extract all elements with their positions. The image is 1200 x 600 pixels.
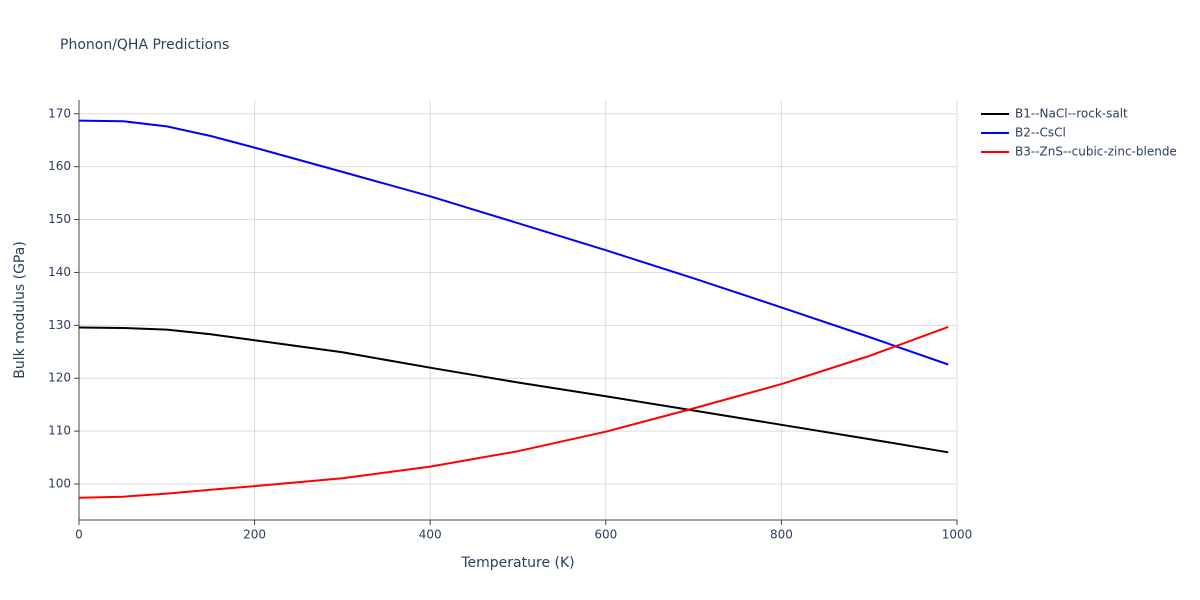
x-tick-label: 1000 xyxy=(942,528,973,542)
x-tick-label: 0 xyxy=(75,528,83,542)
legend-label: B2--CsCl xyxy=(1015,126,1066,140)
y-axis-title: Bulk modulus (GPa) xyxy=(12,241,28,379)
y-tick-label: 150 xyxy=(48,212,71,226)
y-tick-label: 120 xyxy=(48,371,71,385)
x-tick-label: 800 xyxy=(770,528,793,542)
legend-label: B3--ZnS--cubic-zinc-blende xyxy=(1015,145,1177,159)
x-axis-title: Temperature (K) xyxy=(460,555,574,571)
x-tick-label: 200 xyxy=(243,528,266,542)
y-tick-label: 130 xyxy=(48,318,71,332)
y-tick-label: 160 xyxy=(48,159,71,173)
legend-label: B1--NaCl--rock-salt xyxy=(1015,107,1128,121)
x-tick-label: 400 xyxy=(419,528,442,542)
x-tick-label: 600 xyxy=(594,528,617,542)
chart-title: Phonon/QHA Predictions xyxy=(60,37,229,53)
line xyxy=(78,119,949,366)
line xyxy=(78,325,949,499)
y-tick-label: 110 xyxy=(48,424,71,438)
y-tick-label: 100 xyxy=(48,477,71,491)
y-tick-label: 140 xyxy=(48,265,71,279)
y-tick-label: 170 xyxy=(48,106,71,120)
line xyxy=(78,326,949,454)
